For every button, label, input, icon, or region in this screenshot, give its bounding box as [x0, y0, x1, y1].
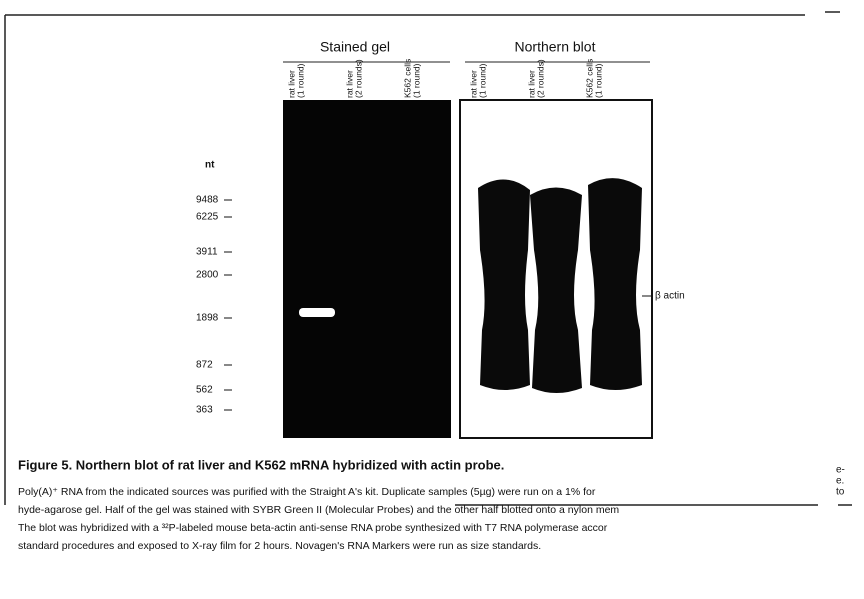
caption-line: Poly(A)⁺ RNA from the indicated sources …: [18, 486, 596, 498]
marker-label: 9488: [196, 195, 219, 206]
blot-smear: [588, 178, 642, 390]
lane-label: (2 rounds): [353, 59, 363, 98]
page: Stained gel Northern blot β actin nt 948…: [0, 0, 864, 594]
margin-fragment: e-: [836, 465, 845, 476]
marker-label: 363: [196, 405, 213, 416]
marker-label: 6225: [196, 212, 219, 223]
marker-label: 562: [196, 385, 213, 396]
caption-title: Figure 5. Northern blot of rat liver and…: [18, 457, 504, 472]
marker-label: 3911: [196, 247, 218, 258]
marker-label: 872: [196, 360, 213, 371]
marker-label: 1898: [196, 313, 219, 324]
lane-label: (1 round): [593, 63, 603, 98]
lane-label: (1 round): [411, 63, 421, 98]
gel-band: [299, 308, 335, 317]
margin-fragment: to: [836, 487, 845, 498]
band-label: β actin: [655, 291, 685, 302]
margin-fragments: e-e.to: [836, 465, 845, 498]
caption-line: hyde-agarose gel. Half of the gel was st…: [18, 504, 619, 516]
marker-unit: nt: [205, 160, 215, 171]
caption-line: The blot was hybridized with a ³²P-label…: [18, 522, 608, 534]
caption-line: standard procedures and exposed to X-ray…: [18, 540, 541, 552]
marker-label: 2800: [196, 270, 219, 281]
blot-smear: [478, 179, 530, 390]
panel-title: Northern blot: [515, 39, 596, 55]
panel-title: Stained gel: [320, 39, 390, 55]
lane-label: (1 round): [295, 63, 305, 98]
lane-label: (1 round): [477, 63, 487, 98]
gel: [283, 100, 451, 438]
margin-fragment: e.: [836, 476, 844, 487]
lane-label: (2 rounds): [535, 59, 545, 98]
